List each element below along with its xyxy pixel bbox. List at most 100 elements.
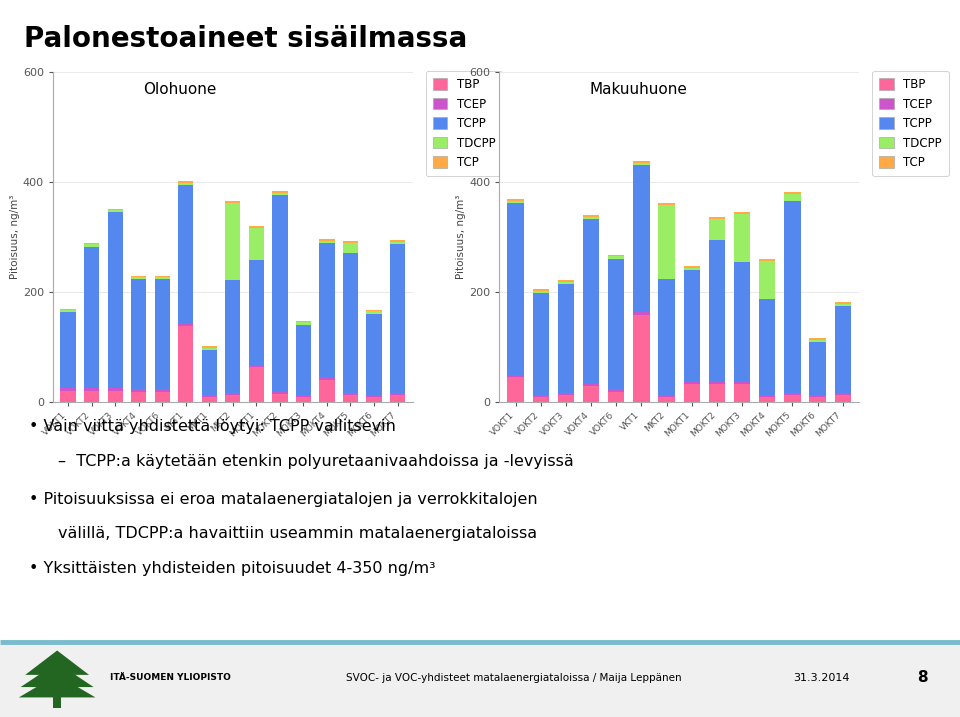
Bar [108,212,123,389]
Bar [759,299,776,395]
Bar [390,240,405,242]
Bar [202,395,217,397]
Bar [684,266,700,268]
Bar [320,243,335,377]
Text: Olohuone: Olohuone [143,82,216,97]
Bar [583,386,599,402]
Bar [249,260,264,365]
Bar [155,275,170,277]
Bar [226,393,240,395]
Bar [155,280,170,389]
Y-axis label: Pitoisuus, ng/m³: Pitoisuus, ng/m³ [10,194,20,279]
Bar [759,259,776,261]
Bar [583,217,599,219]
Bar [367,397,382,402]
Text: SVOC- ja VOC-yhdisteet matalaenergiataloissa / Maija Leppänen: SVOC- ja VOC-yhdisteet matalaenergiatalo… [346,673,682,683]
Bar [60,310,76,313]
Bar [684,270,700,381]
Bar [273,193,287,195]
Text: • Vain viittä yhdistettä löytyi: TCPP vallitsevin: • Vain viittä yhdistettä löytyi: TCPP va… [29,419,396,435]
Bar [131,280,146,389]
Bar [320,239,335,241]
Bar [296,320,311,323]
Bar [809,338,826,340]
Bar [608,391,624,402]
Bar [759,397,776,402]
Bar [226,395,240,402]
Y-axis label: Pitoisuus, ng/m³: Pitoisuus, ng/m³ [456,194,467,279]
Bar [659,397,675,402]
Bar [296,325,311,395]
Bar [734,381,751,384]
Bar [155,277,170,280]
Bar [84,247,99,389]
Bar [343,252,358,393]
Bar [759,395,776,397]
Bar [708,384,725,402]
Bar [634,313,650,315]
Bar [367,310,382,311]
Bar [320,241,335,243]
Text: 8: 8 [917,670,927,685]
Bar [834,306,851,393]
Bar [533,291,549,293]
Bar [533,290,549,291]
Bar [734,262,751,381]
Bar [343,242,358,252]
Bar [708,240,725,381]
Polygon shape [25,650,89,675]
Bar [659,205,675,280]
Bar [202,348,217,350]
Bar [343,395,358,402]
Bar [784,393,801,395]
Bar [558,393,574,395]
Bar [583,215,599,217]
Bar [131,391,146,402]
Bar [320,379,335,402]
Bar [108,209,123,210]
Bar [273,391,287,394]
Text: –  TCPP:a käytetään etenkin polyuretaanivaahdoissa ja -levyissä: – TCPP:a käytetään etenkin polyuretaaniv… [58,454,573,469]
Bar [273,195,287,391]
Bar [784,201,801,393]
Bar [508,201,524,203]
Bar [84,391,99,402]
Bar [659,395,675,397]
Bar [390,244,405,393]
Bar [508,377,524,402]
Bar [390,242,405,244]
Bar [60,308,76,310]
Bar [131,275,146,277]
Bar [108,210,123,212]
Text: • Yksittäisten yhdisteiden pitoisuudet 4-350 ng/m³: • Yksittäisten yhdisteiden pitoisuudet 4… [29,561,436,576]
Bar [108,391,123,402]
Bar [273,191,287,193]
Bar [684,268,700,270]
Bar [296,397,311,402]
Bar [809,395,826,397]
Bar [809,342,826,395]
Bar [108,389,123,391]
Bar [60,391,76,402]
Bar [179,183,193,185]
Bar [834,304,851,306]
Bar [226,203,240,280]
Bar [54,691,60,708]
Bar [533,293,549,395]
Bar [583,384,599,386]
Bar [659,280,675,395]
Polygon shape [21,663,93,687]
Text: välillä, TDCPP:a havaittiin useammin matalaenergiataloissa: välillä, TDCPP:a havaittiin useammin mat… [58,526,537,541]
Bar [343,241,358,242]
Bar [558,280,574,282]
Bar [759,261,776,299]
Bar [784,194,801,201]
Bar [708,381,725,384]
Bar [634,163,650,165]
Bar [249,367,264,402]
Text: Palonestoaineet sisäilmassa: Palonestoaineet sisäilmassa [24,25,468,53]
Bar [296,395,311,397]
Bar [583,219,599,384]
Bar [809,340,826,342]
Bar [84,244,99,247]
